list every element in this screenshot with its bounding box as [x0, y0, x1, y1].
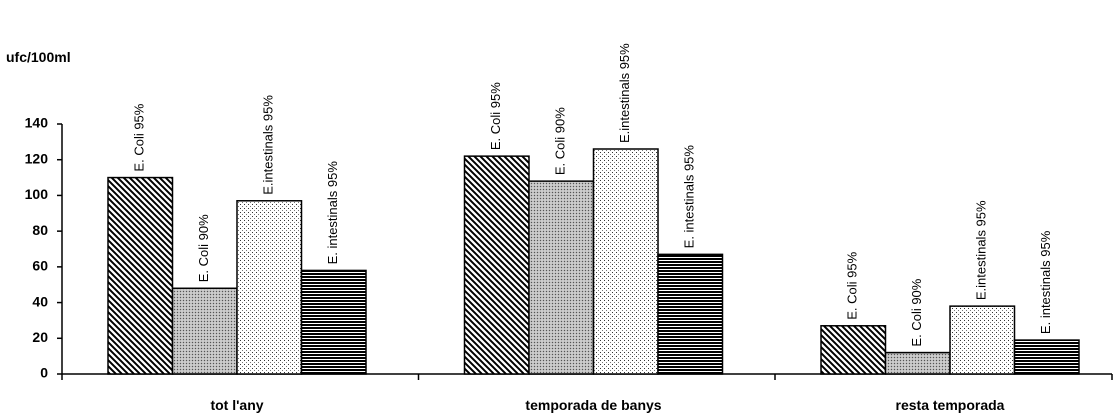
y-tick-label: 20 [32, 329, 48, 345]
bar-label: E.intestinals 95% [617, 43, 632, 143]
bar [592, 148, 659, 375]
bar [657, 253, 724, 375]
x-tick-label: resta temporada [896, 397, 1005, 413]
bar [1013, 339, 1080, 375]
bar-label: E. Coli 95% [132, 103, 147, 171]
y-axis-title: ufc/100ml [6, 49, 71, 65]
x-tick-label: tot l'any [210, 397, 263, 413]
bar-label: E. intestinals 95% [325, 161, 340, 265]
y-tick-label: 60 [32, 258, 48, 274]
bar [300, 269, 367, 375]
y-tick-label: 120 [25, 150, 49, 166]
y-tick-label: 0 [40, 365, 48, 381]
bar-label: E. intestinals 95% [682, 145, 697, 249]
bar-label: E.intestinals 95% [974, 200, 989, 300]
bar [236, 200, 303, 375]
bar-label: E. intestinals 95% [1038, 230, 1053, 334]
bar-label: E. Coli 95% [845, 251, 860, 319]
y-tick-label: 140 [25, 115, 49, 131]
bar [107, 176, 174, 375]
y-tick-label: 80 [32, 222, 48, 238]
bar-label: E. Coli 90% [909, 278, 924, 346]
x-tick-label: temporada de banys [525, 397, 661, 413]
bar [463, 155, 530, 375]
bar [171, 287, 238, 375]
bar-label: E.intestinals 95% [261, 95, 276, 195]
bar-label: E. Coli 90% [196, 214, 211, 282]
bar [528, 180, 595, 375]
y-tick-label: 100 [25, 186, 49, 202]
bar [884, 351, 951, 375]
y-tick-label: 40 [32, 293, 48, 309]
bar [949, 305, 1016, 375]
bar [820, 325, 887, 375]
bar-label: E. Coli 95% [488, 82, 503, 150]
bar-label: E. Coli 90% [553, 107, 568, 175]
